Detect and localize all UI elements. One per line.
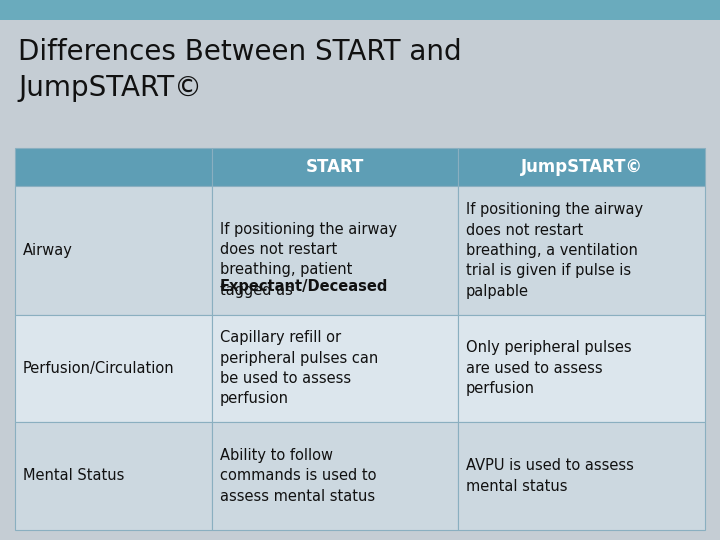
Text: AVPU is used to assess
mental status: AVPU is used to assess mental status (466, 458, 634, 494)
Text: JumpSTART©: JumpSTART© (521, 158, 642, 176)
Bar (0, 0, 720, 20)
Bar (458, 186, 705, 315)
Bar (15, 148, 212, 186)
Bar (212, 148, 458, 186)
Bar (212, 315, 458, 422)
Bar (458, 422, 705, 530)
Bar (15, 186, 212, 315)
Text: Expectant/Deceased: Expectant/Deceased (220, 279, 388, 294)
Text: If positioning the airway
does not restart
breathing, a ventilation
trial is giv: If positioning the airway does not resta… (466, 202, 643, 299)
Bar (458, 315, 705, 422)
Text: JumpSTART©: JumpSTART© (18, 74, 202, 102)
Text: Perfusion/Circulation: Perfusion/Circulation (23, 361, 175, 376)
Text: Ability to follow
commands is used to
assess mental status: Ability to follow commands is used to as… (220, 448, 376, 504)
Bar (212, 422, 458, 530)
Text: Only peripheral pulses
are used to assess
perfusion: Only peripheral pulses are used to asses… (466, 340, 631, 396)
Text: Capillary refill or
peripheral pulses can
be used to assess
perfusion: Capillary refill or peripheral pulses ca… (220, 330, 378, 407)
Bar (212, 186, 458, 315)
Bar (15, 315, 212, 422)
Text: Airway: Airway (23, 243, 73, 258)
Bar (458, 148, 705, 186)
Text: If positioning the airway
does not restart
breathing, patient
tagged as: If positioning the airway does not resta… (220, 221, 397, 298)
Bar (15, 422, 212, 530)
Text: START: START (305, 158, 364, 176)
Text: Mental Status: Mental Status (23, 468, 125, 483)
Text: Differences Between START and: Differences Between START and (18, 38, 462, 66)
